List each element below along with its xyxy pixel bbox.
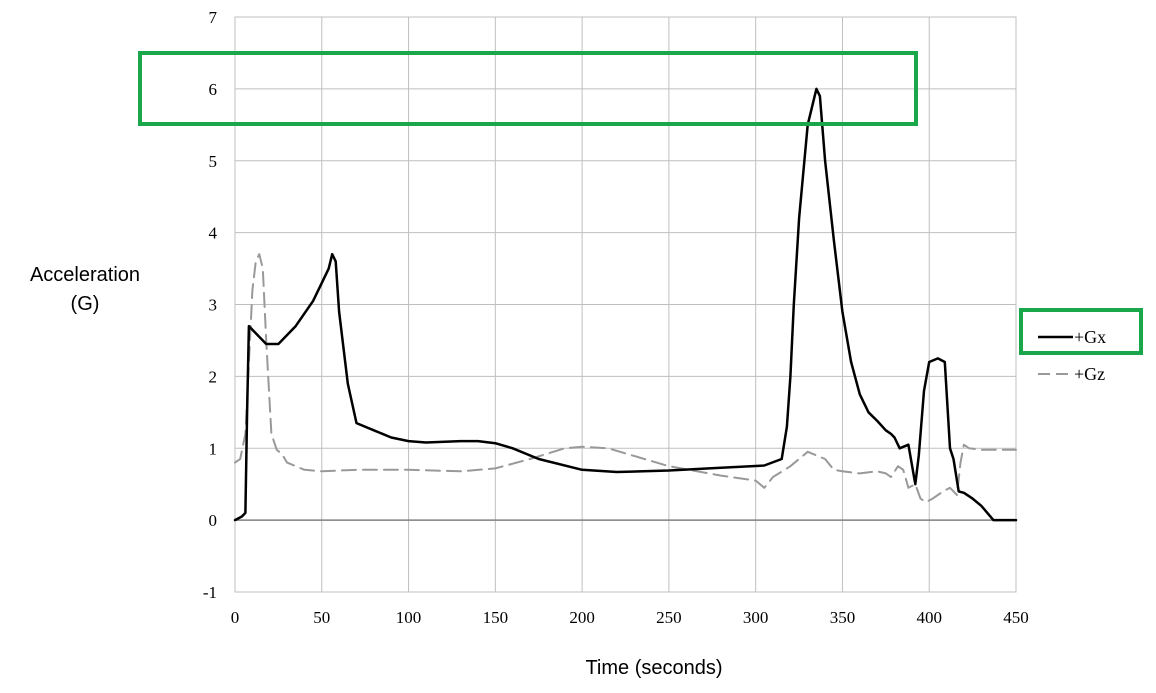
y-tick-label-6: 6 <box>209 80 218 99</box>
x-axis-title: Time (seconds) <box>585 657 722 679</box>
x-tick-label-250: 250 <box>656 608 682 627</box>
y-tick-label--1: -1 <box>203 583 217 602</box>
y-tick-label-4: 4 <box>209 224 218 243</box>
x-tick-label-300: 300 <box>743 608 769 627</box>
grid <box>234 16 1017 593</box>
y-axis-title-line-2: (G) <box>71 293 100 315</box>
y-tick-label-7: 7 <box>209 8 218 27</box>
highlight-box-legend-gx <box>1019 308 1143 355</box>
x-tick-label-400: 400 <box>916 608 942 627</box>
y-tick-label-5: 5 <box>209 152 218 171</box>
y-tick-label-0: 0 <box>209 511 218 530</box>
legend-label-gx: +Gx <box>1074 327 1106 347</box>
series-line-gz <box>234 253 1017 504</box>
series-line-gx <box>233 87 1018 522</box>
y-axis-title-line-1: Acceleration <box>30 264 140 286</box>
tick-labels: 0 50 100 150 200 250 300 350 400 450 -1 0 1 2 3 4 5 6 7 <box>203 8 1029 627</box>
x-tick-label-450: 450 <box>1003 608 1029 627</box>
x-tick-label-150: 150 <box>483 608 509 627</box>
legend: +Gx +Gz <box>1038 327 1106 384</box>
x-tick-label-50: 50 <box>313 608 330 627</box>
x-tick-label-200: 200 <box>569 608 595 627</box>
highlight-box-peak <box>138 51 918 126</box>
x-tick-label-350: 350 <box>830 608 856 627</box>
y-tick-label-2: 2 <box>209 367 218 386</box>
series-layer <box>233 87 1018 522</box>
y-tick-label-3: 3 <box>209 296 218 315</box>
legend-label-gz: +Gz <box>1074 364 1105 384</box>
y-tick-label-1: 1 <box>209 439 218 458</box>
x-tick-label-100: 100 <box>396 608 422 627</box>
x-tick-label-0: 0 <box>231 608 240 627</box>
